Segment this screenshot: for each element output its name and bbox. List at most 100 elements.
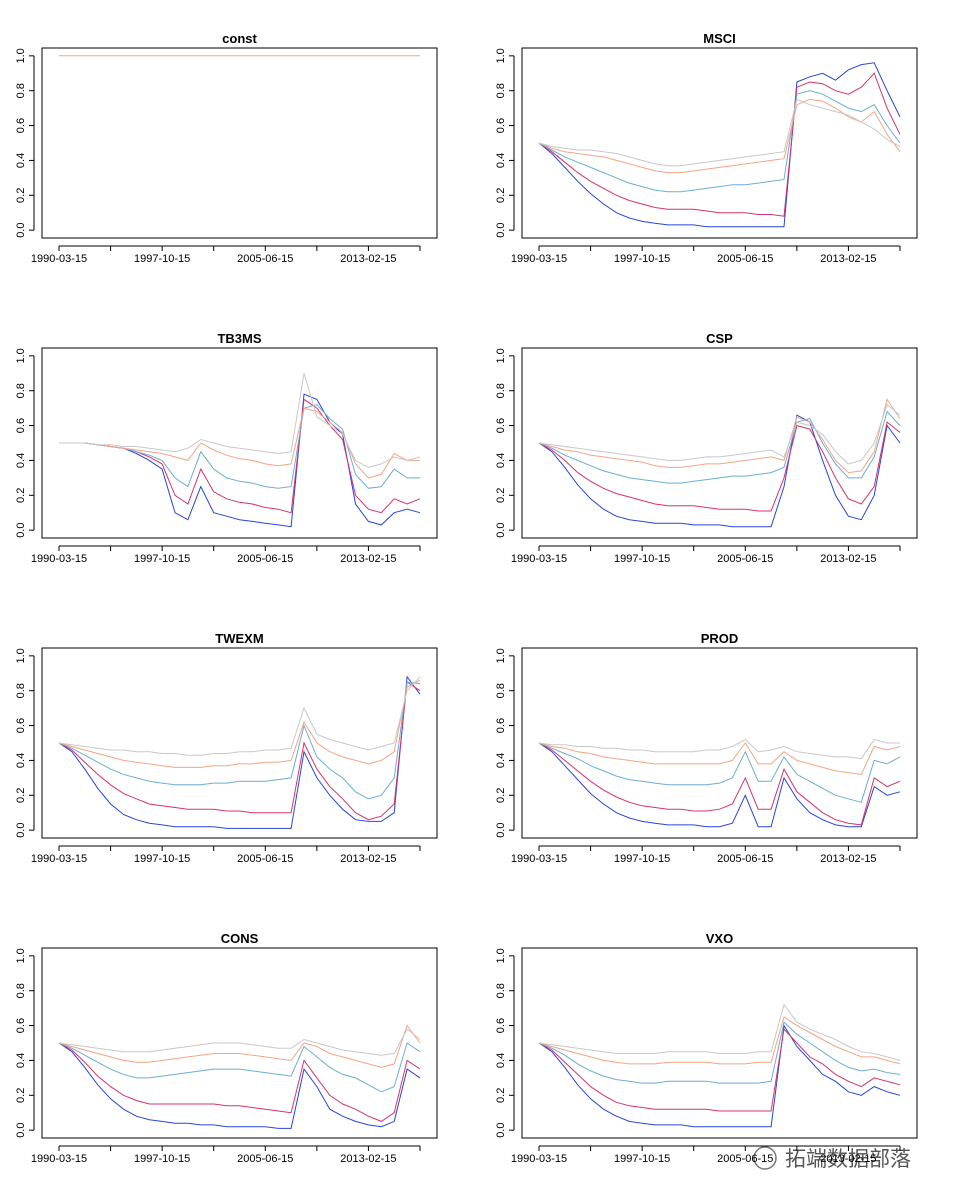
- data-line: [538, 1003, 901, 1061]
- x-tick-label: 2013-02-15: [820, 1153, 876, 1165]
- chart-title: MSCI: [703, 31, 736, 46]
- y-tick-label: 0.2: [15, 188, 27, 203]
- x-tick-label: 2013-02-15: [820, 553, 876, 565]
- data-line: [59, 373, 421, 468]
- y-tick-label: 1.0: [15, 948, 27, 963]
- x-tick-label: 1997-10-15: [614, 253, 670, 265]
- plot-frame: [521, 47, 918, 239]
- chart-title: CSP: [706, 331, 733, 346]
- plot-frame: [521, 947, 918, 1139]
- y-tick-label: 0.4: [15, 453, 27, 468]
- data-line: [538, 62, 901, 228]
- data-line: [58, 679, 421, 768]
- y-tick-label: 0.8: [15, 83, 27, 98]
- plot-frame: [41, 947, 438, 1139]
- x-tick-label: 1997-10-15: [134, 1153, 190, 1165]
- panel: VXO 0.0 0.2 0.4 0.6 0.8 1.0 1990-03-15 1997-10-1…: [495, 931, 918, 1165]
- data-line: [538, 1016, 901, 1065]
- plot-frame: [41, 347, 438, 539]
- panel: CONS 0.0 0.2 0.4 0.6 0.8 1.0 1990-03-15 1997-10-…: [15, 931, 438, 1165]
- y-tick-label: 0.6: [495, 418, 507, 433]
- x-tick-label: 2013-02-15: [820, 853, 876, 865]
- y-tick-label: 0.0: [495, 823, 507, 838]
- x-tick-label: 1990-03-15: [31, 253, 87, 265]
- x-tick-label: 1997-10-15: [134, 553, 190, 565]
- x-tick-label: 2005-06-15: [237, 253, 293, 265]
- data-line: [538, 403, 901, 465]
- chart-title: const: [222, 31, 257, 46]
- x-tick-label: 2005-06-15: [717, 553, 773, 565]
- panel: PROD 0.0 0.2 0.4 0.6 0.8 1.0 1990-03-15 1997-10-…: [495, 631, 918, 865]
- x-tick-label: 1990-03-15: [511, 553, 567, 565]
- y-tick-label: 0.4: [495, 1053, 507, 1068]
- y-tick-label: 0.6: [495, 1018, 507, 1033]
- data-line: [538, 72, 901, 217]
- y-tick-label: 0.2: [15, 488, 27, 503]
- data-line: [538, 742, 901, 826]
- x-tick-label: 1997-10-15: [134, 253, 190, 265]
- y-tick-label: 1.0: [15, 348, 27, 363]
- y-tick-label: 0.6: [15, 418, 27, 433]
- chart-title: VXO: [706, 931, 733, 946]
- data-line: [538, 742, 901, 775]
- x-tick-label: 1990-03-15: [31, 1153, 87, 1165]
- y-tick-label: 0.8: [495, 983, 507, 998]
- y-tick-label: 0.4: [495, 753, 507, 768]
- y-tick-label: 0.4: [495, 453, 507, 468]
- y-tick-label: 0.8: [495, 683, 507, 698]
- x-tick-label: 1990-03-15: [31, 553, 87, 565]
- chart-title: TB3MS: [217, 331, 261, 346]
- y-tick-label: 0.0: [495, 523, 507, 538]
- data-line: [538, 98, 901, 167]
- y-tick-label: 1.0: [495, 348, 507, 363]
- x-tick-label: 2013-02-15: [820, 253, 876, 265]
- plot-frame: [41, 47, 438, 239]
- data-line: [538, 398, 901, 474]
- y-tick-label: 0.6: [495, 718, 507, 733]
- data-line: [538, 742, 901, 828]
- y-tick-label: 1.0: [495, 48, 507, 63]
- x-tick-label: 2013-02-15: [340, 553, 396, 565]
- data-line: [538, 1021, 901, 1084]
- y-tick-label: 0.2: [495, 788, 507, 803]
- y-tick-label: 0.8: [15, 683, 27, 698]
- y-tick-label: 0.2: [495, 488, 507, 503]
- y-tick-label: 1.0: [495, 648, 507, 663]
- data-line: [58, 676, 421, 756]
- y-tick-label: 0.2: [15, 1088, 27, 1103]
- data-line: [538, 90, 901, 193]
- x-tick-label: 2013-02-15: [340, 1153, 396, 1165]
- x-tick-label: 1997-10-15: [134, 853, 190, 865]
- x-tick-label: 2005-06-15: [717, 853, 773, 865]
- y-tick-label: 0.6: [15, 1018, 27, 1033]
- x-tick-label: 2013-02-15: [340, 253, 396, 265]
- y-tick-label: 1.0: [495, 948, 507, 963]
- x-tick-label: 1990-03-15: [511, 253, 567, 265]
- data-line: [58, 1042, 421, 1122]
- x-tick-label: 2005-06-15: [237, 1153, 293, 1165]
- x-tick-label: 1997-10-15: [614, 1153, 670, 1165]
- x-tick-label: 2013-02-15: [340, 853, 396, 865]
- data-line: [538, 410, 901, 484]
- x-tick-label: 1990-03-15: [511, 1153, 567, 1165]
- panel: MSCI 0.0 0.2 0.4 0.6 0.8 1.0 1990-03-15 1997-10-…: [495, 31, 918, 265]
- watermark-icon: [753, 1146, 777, 1170]
- panel: TB3MS 0.0 0.2 0.4 0.6 0.8 1.0 1990-03-15 1997-10…: [15, 331, 438, 565]
- x-tick-label: 2005-06-15: [717, 1153, 773, 1165]
- y-tick-label: 1.0: [15, 648, 27, 663]
- data-line: [538, 414, 901, 528]
- y-tick-label: 0.8: [495, 83, 507, 98]
- y-tick-label: 1.0: [15, 48, 27, 63]
- y-tick-label: 0.0: [15, 823, 27, 838]
- y-tick-label: 0.4: [15, 153, 27, 168]
- plot-frame: [521, 347, 918, 539]
- y-tick-label: 0.4: [15, 1053, 27, 1068]
- data-line: [58, 681, 421, 800]
- data-line: [538, 98, 901, 174]
- y-tick-label: 0.6: [15, 118, 27, 133]
- data-line: [58, 681, 421, 821]
- data-line: [59, 398, 421, 514]
- y-tick-label: 0.2: [15, 788, 27, 803]
- y-tick-label: 0.2: [495, 188, 507, 203]
